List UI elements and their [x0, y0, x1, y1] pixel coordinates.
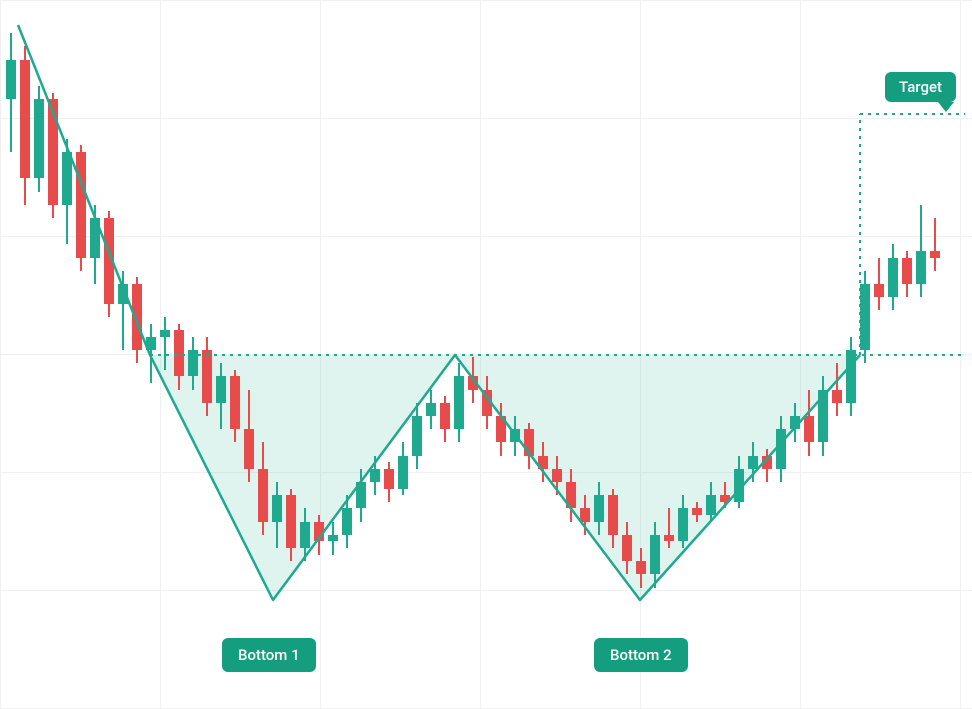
candle [608, 0, 618, 709]
candle [902, 0, 912, 709]
candle [552, 0, 562, 709]
candle [580, 0, 590, 709]
candle [832, 0, 842, 709]
candle [342, 0, 352, 709]
candle [636, 0, 646, 709]
candle [720, 0, 730, 709]
candle [90, 0, 100, 709]
candle [818, 0, 828, 709]
candle [538, 0, 548, 709]
candle [650, 0, 660, 709]
candle [454, 0, 464, 709]
candle [160, 0, 170, 709]
candle [62, 0, 72, 709]
candle [790, 0, 800, 709]
candle [762, 0, 772, 709]
candle [132, 0, 142, 709]
candle [230, 0, 240, 709]
candle [174, 0, 184, 709]
candle [20, 0, 30, 709]
candle [524, 0, 534, 709]
candle [48, 0, 58, 709]
candle [440, 0, 450, 709]
candle [888, 0, 898, 709]
target-label: Target [885, 72, 956, 102]
target-label-tail [938, 102, 954, 112]
candle [188, 0, 198, 709]
candle [6, 0, 16, 709]
candle [860, 0, 870, 709]
candle [846, 0, 856, 709]
candle [734, 0, 744, 709]
candle [678, 0, 688, 709]
candle [202, 0, 212, 709]
candle [496, 0, 506, 709]
candle [370, 0, 380, 709]
candle [398, 0, 408, 709]
candle [594, 0, 604, 709]
candle [692, 0, 702, 709]
candle [300, 0, 310, 709]
candle [328, 0, 338, 709]
candle [510, 0, 520, 709]
candle [566, 0, 576, 709]
candle [118, 0, 128, 709]
candle [664, 0, 674, 709]
candle [34, 0, 44, 709]
candle [384, 0, 394, 709]
candle [482, 0, 492, 709]
candle [146, 0, 156, 709]
candle [412, 0, 422, 709]
candle [272, 0, 282, 709]
candle [468, 0, 478, 709]
candle [104, 0, 114, 709]
candle [286, 0, 296, 709]
candle [748, 0, 758, 709]
candle [258, 0, 268, 709]
candle [706, 0, 716, 709]
candle [804, 0, 814, 709]
candle [314, 0, 324, 709]
candle [216, 0, 226, 709]
candle [244, 0, 254, 709]
candle [874, 0, 884, 709]
bottom1-label: Bottom 1 [222, 638, 316, 672]
candle [776, 0, 786, 709]
candle [916, 0, 926, 709]
candle [426, 0, 436, 709]
candle [356, 0, 366, 709]
bottom2-label: Bottom 2 [594, 638, 688, 672]
double-bottom-chart: Bottom 1 Bottom 2 Target [0, 0, 972, 709]
candle [76, 0, 86, 709]
candle [622, 0, 632, 709]
